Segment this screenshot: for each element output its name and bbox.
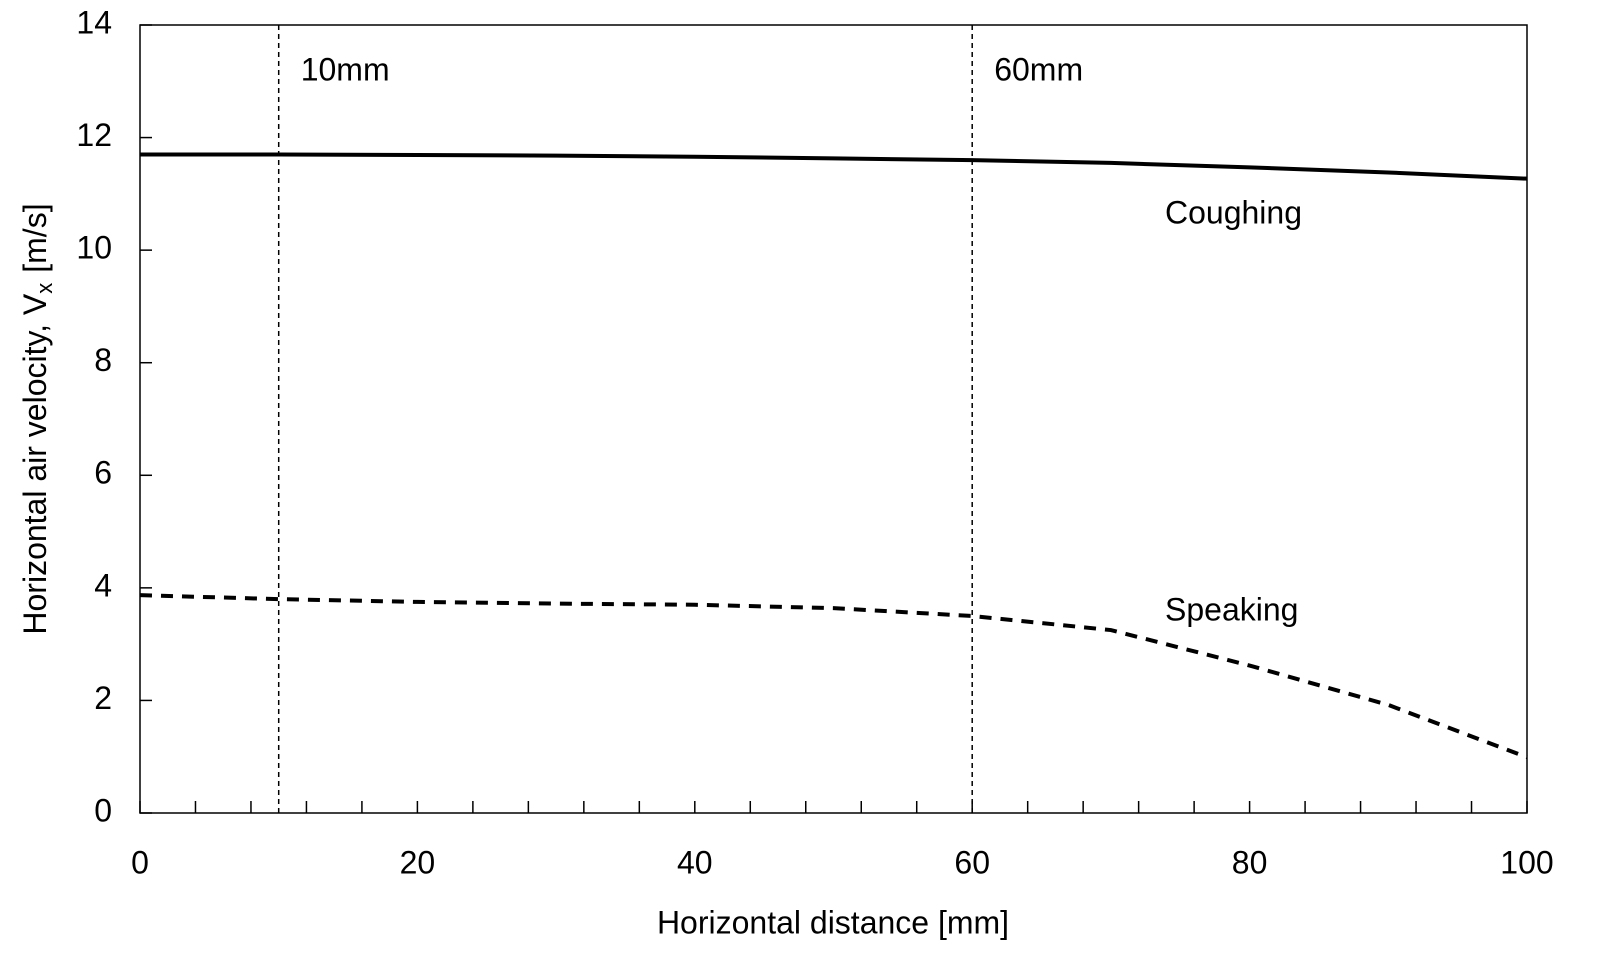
y-tick-label: 0 [94,792,112,828]
x-axis-title: Horizontal distance [mm] [657,904,1009,940]
y-axis-title: Horizontal air velocity, Vx [m/s] [17,203,56,634]
x-tick-label: 100 [1500,844,1553,880]
series-line [139,593,1528,760]
x-tick-label: 20 [400,844,436,880]
y-title-main: Horizontal air velocity, V [17,293,53,635]
y-tick-label: 8 [94,342,112,378]
y-title-subscript: x [32,283,57,294]
y-title-unit: [m/s] [17,203,53,272]
reference-label: 10mm [301,51,390,87]
series-label: Speaking [1165,591,1298,627]
plot-frame [139,24,1528,814]
series-line [140,152,1528,181]
x-tick-label: 60 [954,844,990,880]
y-tick-label: 10 [76,230,112,266]
x-tick-label: 40 [677,844,713,880]
y-tick-label: 2 [94,680,112,716]
y-tick-label: 12 [76,117,112,153]
y-tick-label: 14 [76,4,112,40]
reference-label: 60mm [994,51,1083,87]
x-tick-label: 80 [1232,844,1268,880]
series-label: Coughing [1165,194,1302,230]
x-tick-label: 0 [131,844,149,880]
y-tick-label: 4 [94,567,112,603]
y-tick-label: 6 [94,455,112,491]
